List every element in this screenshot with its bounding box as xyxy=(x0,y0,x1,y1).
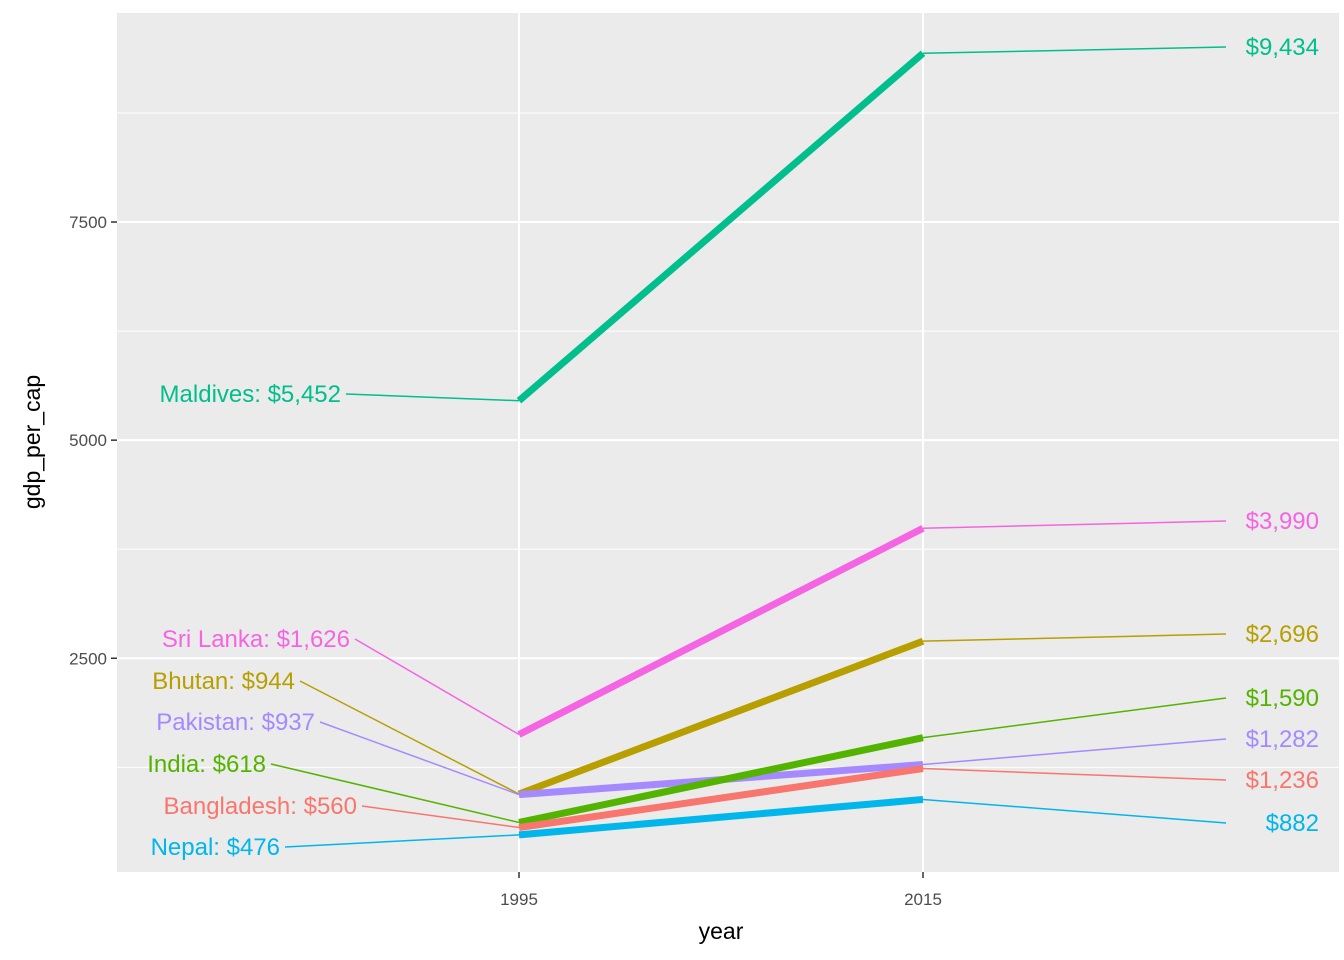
start-label-connector xyxy=(319,721,520,796)
x-axis-title: year xyxy=(699,918,744,944)
start-label: Maldives: $5,452 xyxy=(160,381,341,408)
start-label-connector xyxy=(345,393,520,402)
x-tick-label: 1995 xyxy=(500,890,538,909)
end-label: $1,590 xyxy=(1246,685,1319,712)
series-lines xyxy=(516,50,926,839)
end-label-connector xyxy=(922,738,1227,766)
series-line-bhutan xyxy=(517,637,925,798)
start-label-connector xyxy=(361,805,520,829)
start-label: Bhutan: $944 xyxy=(152,668,295,695)
start-label: India: $618 xyxy=(147,751,266,778)
start-label: Nepal: $476 xyxy=(151,834,280,861)
x-axis: 1995 2015 xyxy=(500,872,942,909)
end-label-connector xyxy=(922,46,1227,55)
series-line-nepal xyxy=(518,795,924,839)
start-label: Bangladesh: $560 xyxy=(164,793,358,820)
end-label-connector xyxy=(922,767,1227,781)
start-label-connector xyxy=(270,763,520,824)
series-line-bangladesh xyxy=(518,765,924,832)
y-tick-label: 2500 xyxy=(69,649,107,668)
end-label: $1,236 xyxy=(1246,767,1319,794)
start-label-connector xyxy=(354,638,520,736)
series-line-sri-lanka xyxy=(517,525,925,738)
series-line-india xyxy=(518,734,924,826)
end-label-connector xyxy=(922,697,1227,739)
end-label: $3,990 xyxy=(1246,508,1319,535)
end-label-connector xyxy=(922,520,1227,530)
end-labels: Maldives: $5,452 $9,434 Sri Lanka: $1,626 $… xyxy=(147,34,1319,861)
end-label: $882 xyxy=(1266,810,1319,837)
series-line-maldives xyxy=(516,50,926,404)
y-tick-label: 5000 xyxy=(69,431,107,450)
panel-background xyxy=(117,13,1339,872)
end-label-connector xyxy=(922,798,1227,824)
y-axis-title: gdp_per_cap xyxy=(19,375,45,509)
label-connectors xyxy=(270,46,1227,848)
y-axis: 2500 5000 7500 xyxy=(69,213,117,668)
start-label: Sri Lanka: $1,626 xyxy=(162,626,350,653)
start-label: Pakistan: $937 xyxy=(156,709,315,736)
y-tick-label: 7500 xyxy=(69,213,107,232)
end-label-connector xyxy=(922,633,1227,642)
start-label-connector xyxy=(299,680,520,795)
end-label: $1,282 xyxy=(1246,726,1319,753)
end-label: $9,434 xyxy=(1246,34,1319,61)
x-tick-label: 2015 xyxy=(904,890,942,909)
end-label: $2,696 xyxy=(1246,621,1319,648)
start-label-connector xyxy=(284,834,520,848)
